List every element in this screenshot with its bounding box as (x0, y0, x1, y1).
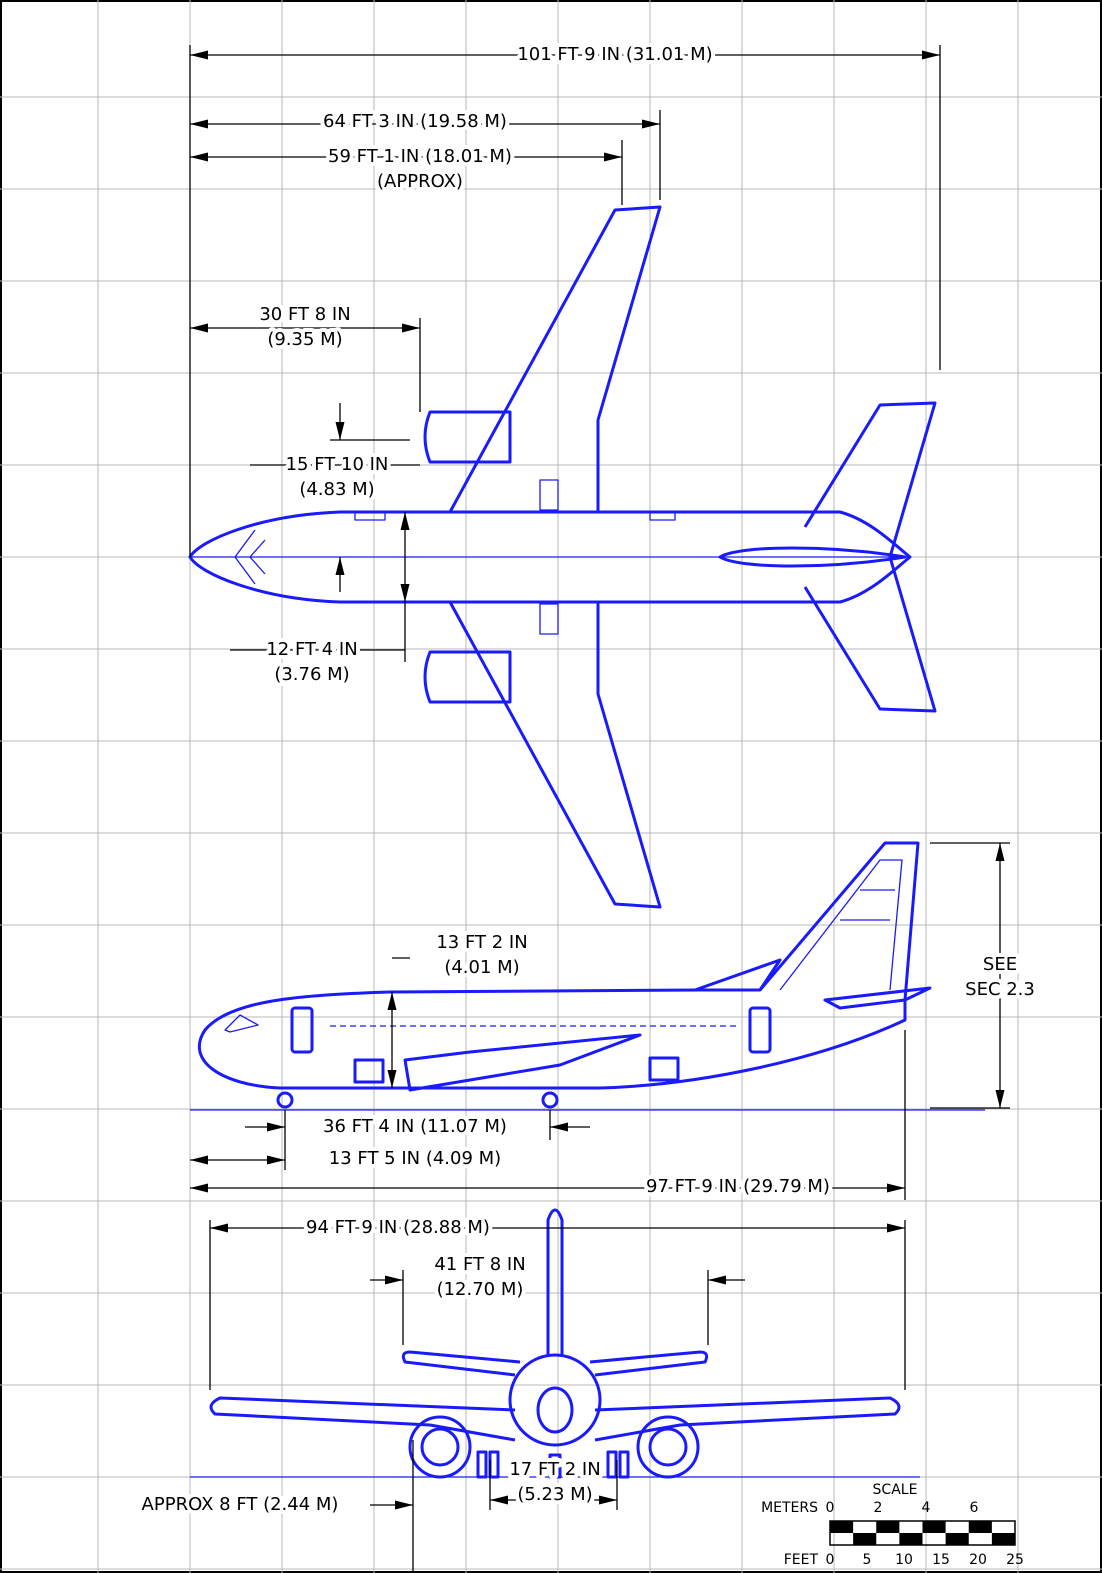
dimension-label: 30 FT 8 IN (259, 304, 350, 325)
dimension-label: 41 FT 8 IN (434, 1254, 525, 1275)
dimension-label: (3.76 M) (274, 664, 349, 685)
scale-cell (969, 1521, 992, 1533)
scale-cell (992, 1533, 1015, 1545)
scale-cell (853, 1533, 876, 1545)
scale-meters-label: METERS (761, 1500, 818, 1516)
dimension-label: 13 FT 2 IN (436, 932, 527, 953)
scale-feet-label: FEET (784, 1552, 819, 1568)
scale-tick: 15 (932, 1552, 950, 1568)
dimension-label: 94 FT 9 IN (28.88 M) (306, 1217, 490, 1238)
dimension-label: SEC 2.3 (965, 979, 1035, 1000)
dimension-label: 36 FT 4 IN (11.07 M) (323, 1116, 507, 1137)
dimension-label: (12.70 M) (437, 1279, 524, 1300)
scale-tick: 0 (826, 1500, 835, 1516)
dimension-label: (APPROX) (377, 171, 463, 192)
drawing: 101 FT 9 IN (31.01 M) 64 FT 3 IN (19.58 M… (0, 0, 1102, 1573)
dimension-label: 13 FT 5 IN (4.09 M) (329, 1148, 501, 1169)
scale-tick: 10 (895, 1552, 913, 1568)
scale-cell (830, 1521, 853, 1533)
dimension-label: APPROX 8 FT (2.44 M) (142, 1494, 339, 1515)
scale-cell (899, 1533, 922, 1545)
dimension-label: (9.35 M) (267, 329, 342, 350)
scale-tick: 5 (863, 1552, 872, 1568)
dimension-label: 59 FT 1 IN (18.01 M) (328, 146, 512, 167)
scale-tick: 0 (826, 1552, 835, 1568)
dimension-label: 64 FT 3 IN (19.58 M) (323, 111, 507, 132)
dimension-label: (5.23 M) (517, 1484, 592, 1505)
dimension-label: 101 FT 9 IN (31.01 M) (517, 44, 712, 65)
scale-tick: 20 (969, 1552, 987, 1568)
scale-tick: 6 (970, 1500, 979, 1516)
dimension-label: 97 FT 9 IN (29.79 M) (646, 1176, 830, 1197)
scale-tick: 25 (1006, 1552, 1024, 1568)
scale-cell (946, 1533, 969, 1545)
dimension-label: 15 FT 10 IN (286, 454, 389, 475)
scale-tick: 4 (922, 1500, 931, 1516)
scale-tick: 2 (874, 1500, 883, 1516)
scale-cell (876, 1521, 899, 1533)
dimension-label: (4.83 M) (299, 479, 374, 500)
scale-title: SCALE (873, 1482, 918, 1498)
dimension-label: 17 FT 2 IN (509, 1459, 600, 1480)
dimension-label: 12 FT 4 IN (266, 639, 357, 660)
scale-cell (923, 1521, 946, 1533)
dimension-label: (4.01 M) (444, 957, 519, 978)
dimension-label: SEE (983, 954, 1017, 975)
